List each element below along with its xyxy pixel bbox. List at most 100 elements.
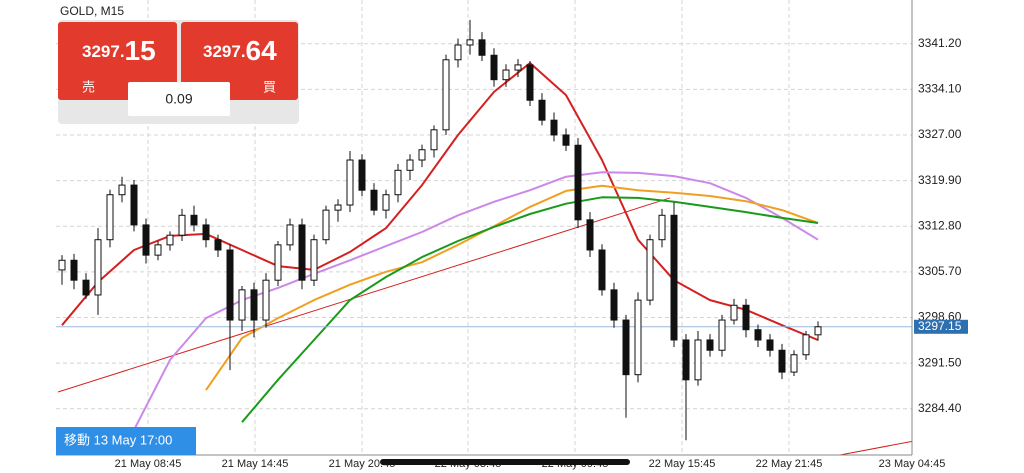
candle-body (778, 349, 786, 373)
candle-body (106, 194, 114, 241)
buy-price-main: 3297. (203, 42, 246, 61)
candle-body (382, 194, 390, 211)
candle-body (766, 339, 774, 351)
candle-body (478, 39, 486, 56)
sell-price-main: 3297. (82, 42, 125, 61)
candle-body (562, 134, 570, 146)
candle-body (658, 214, 666, 241)
current-price-label: 3297.15 (918, 319, 962, 333)
candle-body (550, 119, 558, 136)
candle-body (694, 339, 702, 381)
candle-body (574, 144, 582, 221)
candle-body (310, 239, 318, 281)
trendline (839, 440, 912, 455)
y-tick-label: 3341.20 (918, 36, 962, 50)
chart-title: GOLD, M15 (60, 4, 124, 18)
candle-body (358, 159, 366, 191)
candle-body (586, 219, 594, 251)
y-tick-label: 3284.40 (918, 401, 962, 415)
candle-body (118, 184, 126, 196)
candle-body (346, 159, 354, 206)
candle-body (670, 214, 678, 341)
candle-body (214, 239, 222, 251)
candle-body (706, 339, 714, 351)
candle-body (502, 69, 510, 81)
candle-body (526, 64, 534, 101)
sell-button[interactable] (58, 22, 177, 100)
candle-body (58, 259, 66, 271)
x-tick-label: 22 May 15:45 (649, 458, 716, 470)
spread: 0.09 (165, 91, 192, 107)
buy-price: 3297.64 (203, 35, 277, 66)
candle-body (622, 319, 630, 376)
candle-body (442, 59, 450, 131)
candle-body (334, 204, 342, 211)
candle-body (418, 149, 426, 161)
x-tick-label: 23 May 04:45 (879, 458, 946, 470)
crosshair-time: 移動 13 May 17:00 (64, 432, 172, 447)
candle-body (286, 224, 294, 246)
candle-body (514, 64, 522, 71)
x-tick-label: 21 May 14:45 (222, 458, 289, 470)
candle-body (490, 54, 498, 81)
y-tick-label: 3319.90 (918, 173, 962, 187)
moving-average (133, 171, 819, 431)
candle-body (166, 234, 174, 246)
buy-price-big: 64 (246, 35, 278, 66)
y-tick-label: 3327.00 (918, 127, 962, 141)
candle-body (238, 289, 246, 321)
candle-body (70, 259, 78, 281)
moving-average (241, 196, 819, 423)
candle-body (262, 279, 270, 321)
y-tick-label: 3291.50 (918, 355, 962, 369)
candle-body (802, 334, 810, 356)
candle-body (130, 184, 138, 226)
candle-body (538, 99, 546, 121)
scroll-bar[interactable] (380, 459, 630, 465)
candle-body (814, 326, 822, 336)
y-tick-label: 3305.70 (918, 264, 962, 278)
candle-body (202, 224, 210, 241)
sell-price: 3297.15 (82, 35, 156, 66)
candle-body (718, 319, 726, 351)
candle-body (742, 304, 750, 331)
candle-body (142, 224, 150, 256)
crosshair-time-box (56, 427, 196, 455)
candle-body (730, 304, 738, 321)
x-tick-label: 22 May 21:45 (756, 458, 823, 470)
candle-body (394, 169, 402, 196)
x-tick-label: 21 May 20:45 (329, 458, 396, 470)
candle-body (790, 354, 798, 373)
candle-body (226, 249, 234, 321)
spread-box (128, 82, 230, 116)
current-price-tag (914, 319, 968, 334)
trendline (57, 197, 671, 393)
candle-body (454, 44, 462, 61)
candle-body (94, 239, 102, 296)
candle-body (274, 244, 282, 281)
sell-label: 売 (82, 79, 95, 94)
candle-body (646, 239, 654, 301)
buy-label: 買 (263, 79, 276, 94)
candle-body (154, 244, 162, 256)
y-tick-label: 3312.80 (918, 218, 962, 232)
candle-body (682, 339, 690, 381)
candle-body (370, 189, 378, 211)
candle-body (250, 289, 258, 321)
candle-body (598, 249, 606, 291)
candle-body (754, 329, 762, 341)
candle-body (634, 299, 642, 376)
sell-price-big: 15 (125, 35, 156, 66)
moving-average (205, 184, 819, 391)
moving-average (61, 62, 819, 341)
buy-button[interactable] (181, 22, 298, 100)
candle-body (322, 209, 330, 241)
candle-body (178, 214, 186, 236)
candle-body (430, 129, 438, 151)
y-tick-label: 3334.10 (918, 82, 962, 96)
candle-body (190, 214, 198, 226)
candle-body (466, 39, 474, 46)
x-tick-label: 21 May 08:45 (115, 458, 182, 470)
